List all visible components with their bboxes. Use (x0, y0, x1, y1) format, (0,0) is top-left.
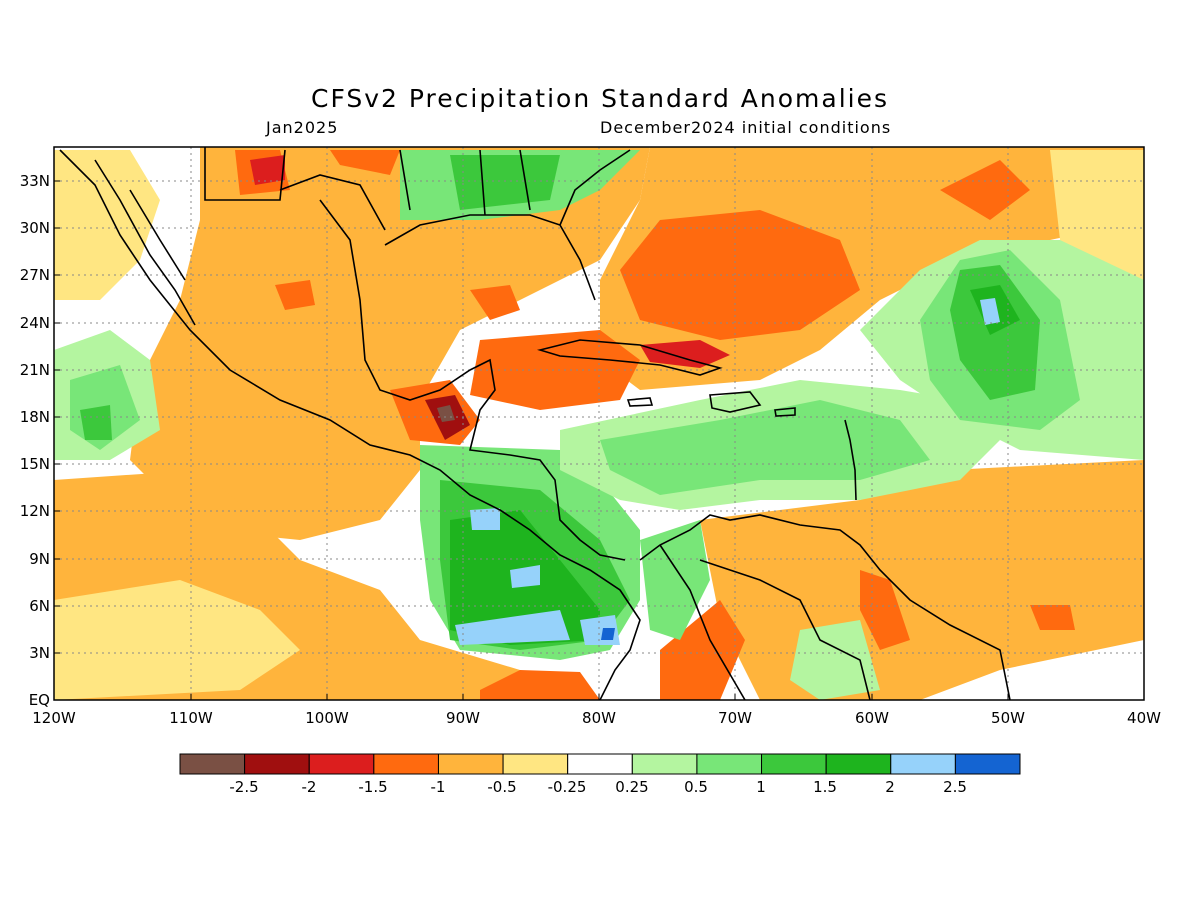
legend-swatch (954, 753, 1021, 775)
legend-swatch (373, 753, 439, 775)
legend-swatch (437, 753, 504, 775)
lat-label: EQ (29, 691, 50, 709)
legend-swatch (179, 753, 246, 775)
legend-label: 2.5 (943, 778, 967, 796)
legend-label: 1 (756, 778, 766, 796)
lat-label: 3N (29, 644, 50, 662)
legend-label: 0.5 (684, 778, 708, 796)
lat-label: 18N (20, 408, 50, 426)
legend-swatch (567, 753, 633, 775)
lon-label: 90W (446, 709, 480, 727)
legend-swatch (696, 753, 763, 775)
anomaly-field (54, 147, 1144, 700)
lon-label: 100W (305, 709, 349, 727)
legend-label: -1.5 (358, 778, 387, 796)
lat-label: 12N (20, 502, 50, 520)
longitude-labels: 120W 110W 100W 90W 80W 70W 60W 50W 40W (32, 709, 1161, 727)
target-month-label: Jan2025 (266, 118, 339, 137)
color-bar-legend (179, 753, 1021, 775)
lon-label: 70W (718, 709, 752, 727)
lat-label: 27N (20, 266, 50, 284)
legend-label: -0.5 (487, 778, 516, 796)
lon-label: 50W (991, 709, 1025, 727)
lat-label: 33N (20, 172, 50, 190)
lon-label: 110W (169, 709, 213, 727)
legend-swatch (825, 753, 892, 775)
legend-label: 2 (885, 778, 895, 796)
lat-label: 9N (29, 550, 50, 568)
lat-label: 6N (29, 597, 50, 615)
lon-label: 80W (582, 709, 616, 727)
legend-label: -2.5 (229, 778, 258, 796)
legend-swatch (502, 753, 569, 775)
legend-label: 1.5 (813, 778, 837, 796)
legend-swatch (244, 753, 310, 775)
grid-lines (54, 147, 1144, 700)
legend-labels: -2.5 -2 -1.5 -1 -0.5 -0.25 0.25 0.5 1 1.… (229, 778, 967, 796)
lat-label: 15N (20, 455, 50, 473)
lon-label: 40W (1127, 709, 1161, 727)
legend-swatch (890, 753, 956, 775)
legend-swatch (308, 753, 375, 775)
legend-label: -2 (302, 778, 317, 796)
map-title: CFSv2 Precipitation Standard Anomalies (310, 84, 889, 113)
latitude-labels: 33N 30N 27N 24N 21N 18N 15N 12N 9N 6N 3N… (20, 172, 50, 709)
legend-label: -1 (431, 778, 446, 796)
axis-ticks (54, 180, 1009, 700)
lat-label: 24N (20, 314, 50, 332)
lat-label: 30N (20, 219, 50, 237)
legend-swatch (631, 753, 698, 775)
lon-label: 120W (32, 709, 76, 727)
lat-label: 21N (20, 361, 50, 379)
legend-label: 0.25 (615, 778, 648, 796)
legend-swatch (761, 753, 827, 775)
coastlines (59, 147, 1011, 700)
legend-label: -0.25 (548, 778, 587, 796)
initial-conditions-label: December2024 initial conditions (600, 118, 892, 137)
lon-label: 60W (855, 709, 889, 727)
